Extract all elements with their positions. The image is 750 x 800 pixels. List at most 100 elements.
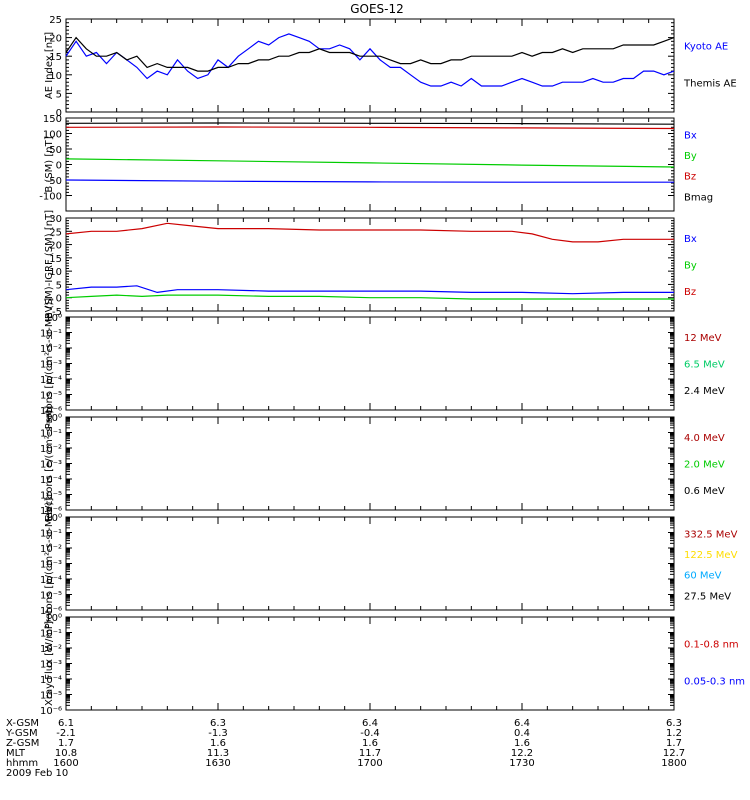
y-tick-label: 10⁻⁴ bbox=[40, 375, 62, 386]
y-tick-label: 10⁻⁶ bbox=[40, 406, 62, 417]
legend-entry: Bz bbox=[684, 172, 696, 183]
y-tick-label: 10 bbox=[49, 267, 62, 278]
footer-row-label: X-GSM bbox=[6, 718, 39, 729]
footer-row-value: 1.7 bbox=[58, 738, 74, 749]
y-tick-label: 10⁻⁴ bbox=[40, 575, 62, 586]
y-tick-label: 10⁻¹ bbox=[40, 629, 62, 640]
y-tick-label: 10⁻⁶ bbox=[40, 506, 62, 517]
y-tick-label: 10⁻⁵ bbox=[40, 591, 62, 602]
footer-row-value: 6.4 bbox=[362, 718, 378, 729]
legend-entry: Kyoto AE bbox=[684, 41, 728, 52]
footer-row-value: 6.3 bbox=[210, 718, 226, 729]
legend-entry: 27.5 MeV bbox=[684, 591, 731, 602]
y-tick-label: 10⁻⁵ bbox=[40, 691, 62, 702]
y-tick-label: 10⁻¹ bbox=[40, 429, 62, 440]
y-tick-label: 10⁻⁴ bbox=[40, 675, 62, 686]
y-tick-label: 5 bbox=[56, 280, 62, 291]
footer-row-value: 6.3 bbox=[666, 718, 682, 729]
y-tick-label: 100 bbox=[43, 130, 62, 141]
y-tick-label: 30 bbox=[49, 214, 62, 225]
footer-row-value: 1800 bbox=[661, 758, 686, 769]
footer-row-value: -2.1 bbox=[56, 728, 76, 739]
panel-b_sm: -100 -50 0 50 100 150 B (SM) [nT] Bx By Bz Bmag bbox=[39, 114, 713, 212]
legend-entry: By bbox=[684, 151, 697, 162]
panel-frame bbox=[65, 217, 675, 312]
footer-row-value: 11.7 bbox=[359, 748, 381, 759]
legend-entry: 2.0 MeV bbox=[684, 460, 725, 471]
y-tick-label: 50 bbox=[49, 145, 62, 156]
y-tick-label: 20 bbox=[49, 241, 62, 252]
y-tick-label: 10⁻² bbox=[40, 344, 62, 355]
y-tick-label: 10⁻² bbox=[40, 544, 62, 555]
legend-entry: Bmag bbox=[684, 192, 713, 203]
footer-row-value: 6.4 bbox=[514, 718, 530, 729]
series-line-bz bbox=[65, 222, 674, 243]
y-axis-label: AE Index [nT] bbox=[44, 32, 55, 99]
footer-row-value: 6.1 bbox=[58, 718, 74, 729]
y-tick-label: 10 bbox=[49, 71, 62, 82]
series-line-bx bbox=[65, 179, 674, 183]
y-tick-label: 10⁰ bbox=[45, 513, 62, 524]
panel-frame bbox=[65, 316, 675, 411]
footer-row-value: 1730 bbox=[509, 758, 534, 769]
y-tick-label: 10⁻¹ bbox=[40, 529, 62, 540]
panel-frame bbox=[65, 18, 675, 113]
panel-frame bbox=[65, 616, 675, 711]
y-tick-label: 10⁻² bbox=[40, 644, 62, 655]
legend-entry: 332.5 MeV bbox=[684, 529, 738, 540]
footer-row-value: 1.6 bbox=[362, 738, 378, 749]
y-tick-label: 10⁻³ bbox=[40, 660, 62, 671]
legend-entry: 0.6 MeV bbox=[684, 486, 725, 497]
y-tick-label: -50 bbox=[46, 176, 62, 187]
y-tick-label: 0 bbox=[56, 161, 62, 172]
legend-entry: 4.0 MeV bbox=[684, 433, 725, 444]
series-line-bmag bbox=[65, 122, 675, 125]
y-tick-label: 10⁻⁶ bbox=[40, 706, 62, 717]
legend-entry: 2.4 MeV bbox=[684, 386, 725, 397]
legend-entry: 0.05-0.3 nm bbox=[684, 677, 745, 688]
date-label: 2009 Feb 10 bbox=[6, 768, 68, 779]
y-tick-label: 10⁻⁶ bbox=[40, 606, 62, 617]
y-axis-label: B (SM)-IGRF (SM) [nT] bbox=[44, 210, 55, 319]
y-tick-label: 0 bbox=[56, 108, 62, 119]
legend-entry: Bx bbox=[684, 234, 697, 245]
y-tick-label: 10⁻⁵ bbox=[40, 491, 62, 502]
y-axis-label: Xray Flux [W/m²] bbox=[44, 621, 55, 706]
y-tick-label: -100 bbox=[39, 192, 62, 203]
chart-title: GOES-12 bbox=[350, 2, 404, 16]
footer-row-label: MLT bbox=[6, 748, 26, 759]
series-line-kyoto-ae bbox=[65, 33, 675, 87]
y-tick-label: 20 bbox=[49, 34, 62, 45]
y-tick-label: 10⁻³ bbox=[40, 360, 62, 371]
legend-entry: 12 MeV bbox=[684, 333, 722, 344]
y-tick-label: 10⁻⁴ bbox=[40, 475, 62, 486]
y-tick-label: 15 bbox=[49, 254, 62, 265]
footer-row-value: 1600 bbox=[53, 758, 78, 769]
series-line-bz bbox=[65, 126, 675, 130]
footer-row-value: 1.6 bbox=[210, 738, 226, 749]
legend-entry: 60 MeV bbox=[684, 571, 722, 582]
y-tick-label: 10⁻⁵ bbox=[40, 391, 62, 402]
legend-entry: 6.5 MeV bbox=[684, 360, 725, 371]
y-tick-label: -5 bbox=[52, 307, 62, 318]
panel-ae: 0 5 10 15 20 25 AE Index [nT] Kyoto AE Themis AE bbox=[44, 15, 737, 119]
footer-row-value: 1700 bbox=[357, 758, 382, 769]
legend-entry: Themis AE bbox=[683, 79, 737, 90]
legend-entry: 122.5 MeV bbox=[684, 550, 738, 561]
footer-row-value: 12.2 bbox=[511, 748, 533, 759]
y-tick-label: 25 bbox=[49, 15, 62, 26]
y-axis-label: Protons [p/(cm²-s-sr-MeV)] bbox=[44, 498, 55, 630]
y-tick-label: 150 bbox=[43, 114, 62, 125]
footer-row-value: 1.6 bbox=[514, 738, 530, 749]
y-tick-label: 15 bbox=[49, 52, 62, 63]
y-tick-label: 10⁰ bbox=[45, 313, 62, 324]
legend-entry: Bz bbox=[684, 287, 696, 298]
panel-b_igrf: -5 0 5 10 15 20 25 30B (SM)-IGRF (SM) [nT] Bx By B… bbox=[44, 210, 697, 319]
legend-entry: 0.1-0.8 nm bbox=[684, 639, 739, 650]
y-tick-label: 10⁻¹ bbox=[40, 329, 62, 340]
series-line-by bbox=[65, 294, 674, 300]
